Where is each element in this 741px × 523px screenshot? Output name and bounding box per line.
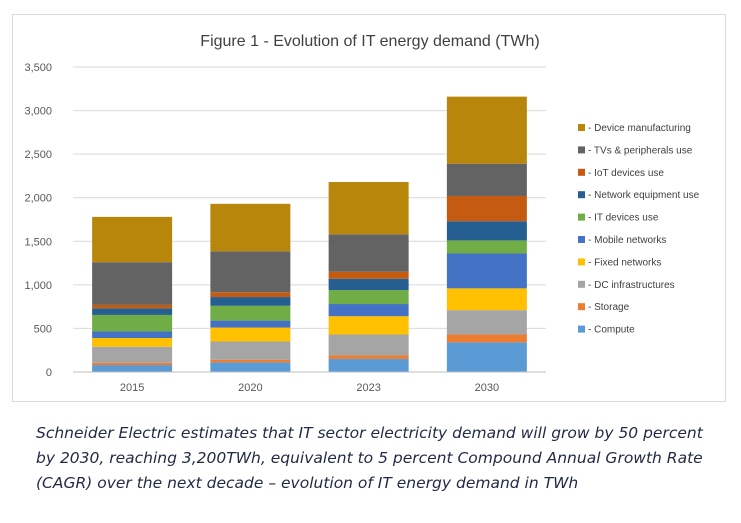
y-tick-label: 2,500 [24, 149, 52, 161]
legend-label: - Device manufacturing [588, 123, 691, 134]
chart-title: Figure 1 - Evolution of IT energy demand… [200, 33, 539, 50]
bar-segment [210, 297, 291, 306]
bar-segment [92, 308, 173, 315]
bar-segment [446, 253, 527, 289]
bar-segment [328, 271, 409, 279]
bar-segment [92, 262, 173, 305]
legend-item: - IT devices use [578, 213, 659, 224]
stacked-bar-chart: Figure 1 - Evolution of IT energy demand… [24, 33, 700, 394]
bar-segment [446, 96, 527, 164]
legend-label: - DC infrastructures [588, 280, 675, 291]
bar-segment [210, 359, 291, 363]
x-tick-label: 2020 [238, 382, 262, 394]
legend-label: - Compute [588, 325, 635, 336]
bar-stack-2030 [446, 96, 527, 372]
bar-segment [210, 362, 291, 372]
bar-segment [446, 240, 527, 254]
y-tick-label: 2,000 [24, 193, 52, 205]
legend-item: - Device manufacturing [578, 123, 691, 134]
bars [92, 96, 527, 372]
bar-segment [210, 203, 291, 252]
y-tick-label: 500 [34, 323, 52, 335]
bar-segment [328, 234, 409, 272]
legend-swatch [578, 303, 585, 311]
bar-segment [446, 334, 527, 343]
bar-segment [92, 338, 173, 347]
legend-item: - Mobile networks [578, 235, 666, 246]
y-tick-label: 1,000 [24, 280, 52, 292]
bar-segment [328, 278, 409, 291]
bar-segment [328, 358, 409, 372]
bar-segment [210, 292, 291, 298]
bar-segment [446, 195, 527, 222]
bar-segment [210, 305, 291, 321]
legend-item: - Storage [578, 302, 630, 313]
legend-label: - Storage [588, 302, 630, 313]
bar-segment [446, 163, 527, 196]
legend-label: - Mobile networks [588, 235, 666, 246]
bar-segment [446, 342, 527, 372]
legend-label: - Network equipment use [588, 190, 700, 201]
bar-segment [328, 182, 409, 235]
legend-swatch [578, 146, 585, 154]
bar-segment [446, 288, 527, 311]
legend-item: - Fixed networks [578, 257, 661, 268]
bar-segment [210, 341, 291, 360]
y-tick-label: 3,000 [24, 106, 52, 118]
y-tick-label: 0 [46, 367, 52, 379]
legend-swatch [578, 280, 585, 288]
legend-swatch [578, 213, 585, 221]
x-tick-label: 2015 [120, 382, 144, 394]
y-tick-label: 3,500 [24, 62, 52, 74]
x-tick-label: 2023 [356, 382, 380, 394]
legend-swatch [578, 236, 585, 243]
bar-segment [210, 320, 291, 328]
x-tick-label: 2030 [475, 382, 499, 394]
legend-label: - IoT devices use [588, 168, 664, 179]
bar-stack-2020 [210, 203, 291, 372]
bar-segment [446, 221, 527, 241]
bar-segment [210, 327, 291, 342]
bar-segment [92, 216, 173, 263]
bar-segment [328, 304, 409, 317]
legend-swatch [578, 258, 585, 266]
bar-segment [328, 355, 409, 359]
legend-label: - TVs & peripherals use [588, 145, 693, 156]
legend-item: - DC infrastructures [578, 280, 675, 291]
bar-segment [92, 362, 173, 366]
bar-segment [92, 304, 173, 309]
legend-label: - Fixed networks [588, 257, 661, 268]
figure-panel: Figure 1 - Evolution of IT energy demand… [12, 14, 726, 402]
legend-item: - TVs & peripherals use [578, 145, 693, 156]
legend-item: - Network equipment use [578, 190, 700, 201]
bar-stack-2015 [92, 216, 173, 372]
bar-segment [92, 365, 173, 372]
bar-segment [328, 334, 409, 356]
y-tick-label: 1,500 [24, 236, 52, 248]
bar-segment [210, 251, 291, 293]
bar-segment [446, 310, 527, 335]
legend: - Device manufacturing - TVs & peripheral… [578, 123, 700, 336]
x-axis: 2015 2020 2023 2030 [73, 371, 546, 394]
bar-segment [92, 314, 173, 332]
bar-segment [328, 316, 409, 335]
legend-label: - IT devices use [588, 213, 659, 224]
legend-swatch [578, 168, 585, 176]
bar-segment [92, 346, 173, 363]
legend-swatch [578, 124, 585, 131]
bar-segment [92, 331, 173, 339]
bar-stack-2023 [328, 182, 409, 372]
legend-swatch [578, 191, 585, 199]
bar-segment [328, 290, 409, 305]
legend-swatch [578, 325, 585, 333]
legend-item: - IoT devices use [578, 168, 664, 179]
figure-caption: Schneider Electric estimates that IT sec… [36, 424, 703, 492]
y-axis: 0 500 1,000 1,500 2,000 2,500 3,000 3,500 [24, 62, 52, 379]
legend-item: - Compute [578, 325, 635, 336]
